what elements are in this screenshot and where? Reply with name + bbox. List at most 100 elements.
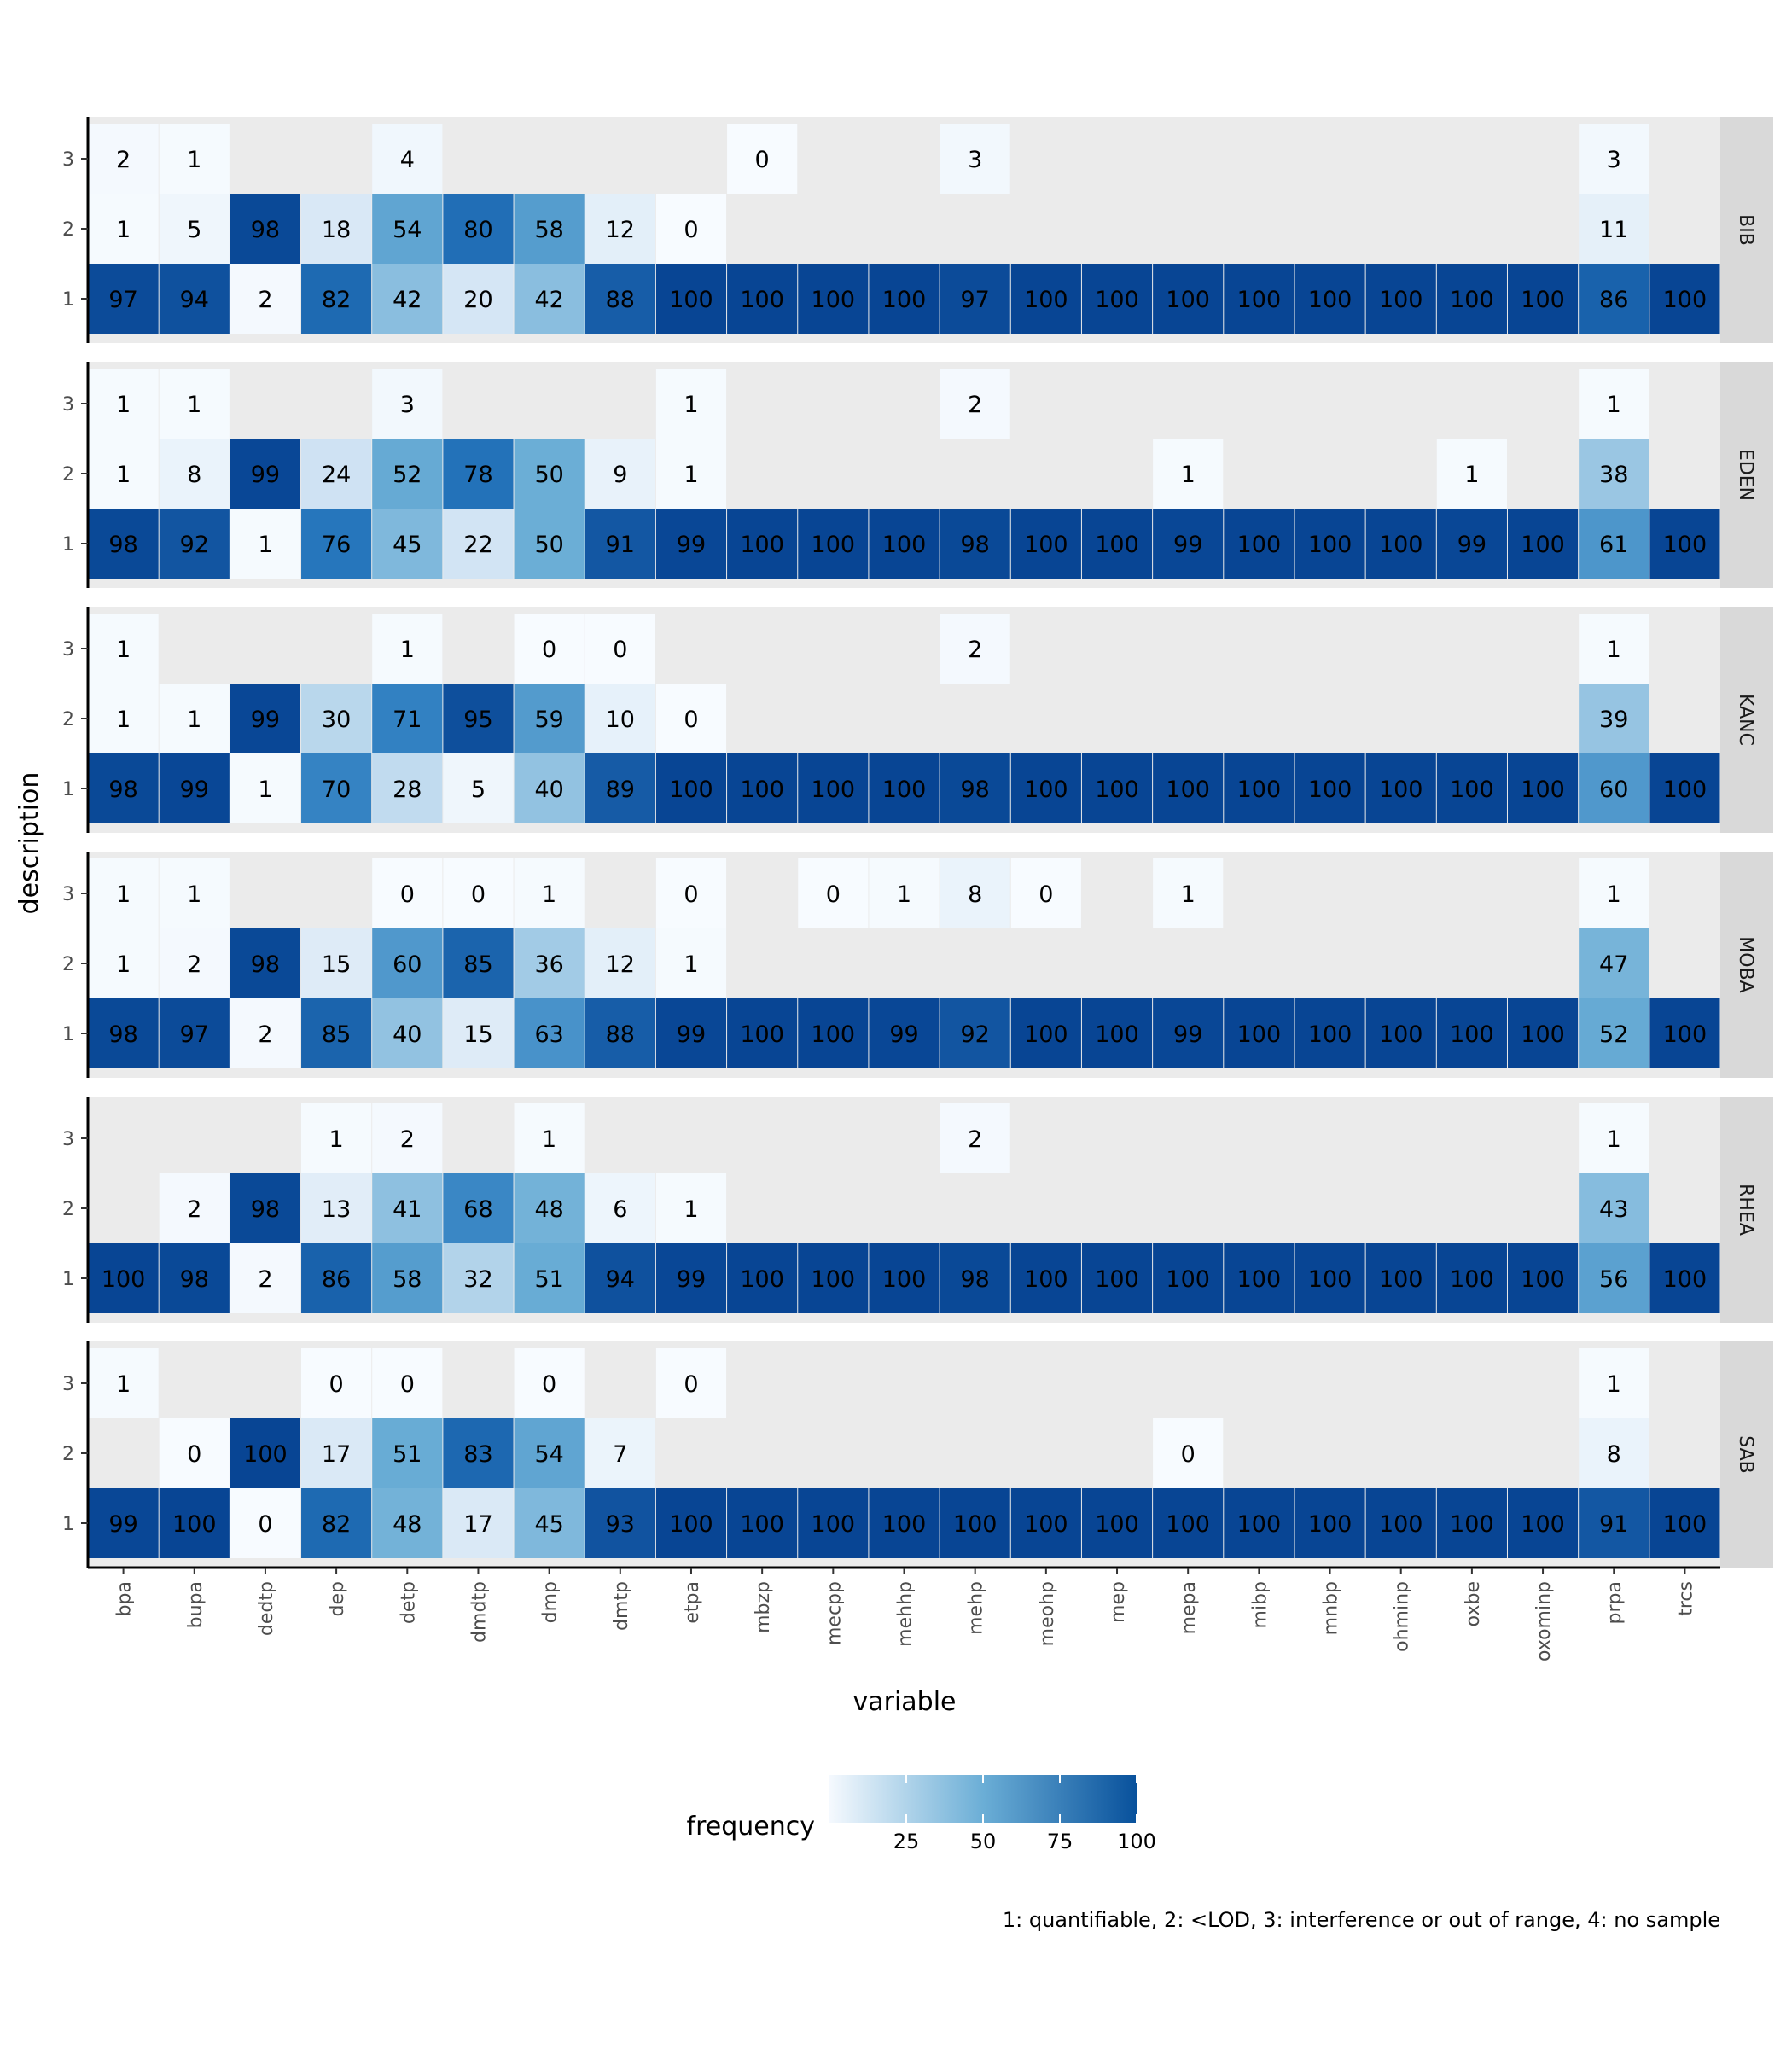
heatmap-cell xyxy=(1579,684,1649,753)
cell-value-label: 51 xyxy=(393,1441,422,1468)
cell-value-label: 5 xyxy=(187,217,201,243)
heatmap-cell xyxy=(301,928,372,998)
heatmap-cell xyxy=(655,753,727,823)
cell-value-label: 99 xyxy=(251,707,280,733)
cell-value-label: 43 xyxy=(1599,1196,1628,1223)
cell-value-label: 98 xyxy=(251,1196,280,1223)
heatmap-cell xyxy=(443,684,514,753)
y-tick-label: 1 xyxy=(62,1269,74,1290)
cell-value-label: 100 xyxy=(1450,1511,1494,1538)
cell-value-label: 100 xyxy=(1024,1021,1068,1048)
heatmap-cell xyxy=(585,1173,655,1243)
cell-value-label: 100 xyxy=(1095,1511,1139,1538)
cell-value-label: 98 xyxy=(960,1266,989,1293)
cell-value-label: 2 xyxy=(258,1266,272,1293)
cell-value-label: 100 xyxy=(882,777,927,803)
facet-label: MOBA xyxy=(1735,936,1756,992)
heatmap-cell xyxy=(1365,1488,1436,1558)
cell-value-label: 100 xyxy=(740,1266,784,1293)
cell-value-label: 97 xyxy=(180,1021,209,1048)
x-axis-title: variable xyxy=(852,1687,956,1717)
heatmap-cell xyxy=(1153,998,1224,1068)
heatmap-cell xyxy=(443,928,514,998)
cell-value-label: 48 xyxy=(534,1196,563,1223)
y-tick-label: 2 xyxy=(62,1444,74,1465)
heatmap-cell xyxy=(1295,998,1365,1068)
cell-value-label: 100 xyxy=(1237,1266,1282,1293)
heatmap-cell xyxy=(514,1173,585,1243)
heatmap-cell xyxy=(159,998,230,1068)
y-tick-label: 1 xyxy=(62,1514,74,1535)
heatmap-cell xyxy=(655,1348,727,1418)
heatmap-cell xyxy=(1153,264,1224,334)
heatmap-cell xyxy=(940,1243,1010,1313)
cell-value-label: 17 xyxy=(322,1441,351,1468)
heatmap-cell xyxy=(1579,369,1649,439)
heatmap-cell xyxy=(1010,509,1081,579)
heatmap-cell xyxy=(301,264,372,334)
cell-value-label: 1 xyxy=(187,147,201,173)
heatmap-cell xyxy=(88,998,159,1068)
heatmap-cell xyxy=(514,753,585,823)
heatmap-cell xyxy=(798,858,869,928)
heatmap-cell xyxy=(1365,753,1436,823)
cell-value-label: 40 xyxy=(393,1021,422,1048)
heatmap-cell xyxy=(940,1488,1010,1558)
heatmap-cell xyxy=(869,998,940,1068)
cell-value-label: 41 xyxy=(393,1196,422,1223)
cell-value-label: 1 xyxy=(187,707,201,733)
heatmap-cell xyxy=(1436,509,1507,579)
heatmap-cell xyxy=(1436,264,1507,334)
cell-value-label: 83 xyxy=(463,1441,492,1468)
heatmap-cell xyxy=(230,1243,301,1313)
x-tick-label: detp xyxy=(398,1581,419,1624)
x-tick-label: meohp xyxy=(1037,1581,1058,1646)
cell-value-label: 63 xyxy=(534,1021,563,1048)
cell-value-label: 0 xyxy=(542,1371,556,1398)
cell-value-label: 98 xyxy=(180,1266,209,1293)
heatmap-cell xyxy=(1436,439,1507,509)
heatmap-cell xyxy=(940,753,1010,823)
heatmap-cell xyxy=(1649,753,1720,823)
cell-value-label: 39 xyxy=(1599,707,1628,733)
cell-value-label: 56 xyxy=(1599,1266,1628,1293)
cell-value-label: 100 xyxy=(1663,1266,1708,1293)
heatmap-cell xyxy=(585,439,655,509)
heatmap-cell xyxy=(1010,1488,1081,1558)
cell-value-label: 99 xyxy=(677,1266,706,1293)
y-tick-label: 3 xyxy=(62,394,74,416)
cell-value-label: 12 xyxy=(606,217,635,243)
x-tick-label: mepa xyxy=(1178,1581,1200,1634)
cell-value-label: 8 xyxy=(968,881,982,908)
y-axis-title: description xyxy=(15,772,44,915)
heatmap-cell xyxy=(1295,1243,1365,1313)
heatmap-cell xyxy=(1081,509,1153,579)
cell-value-label: 2 xyxy=(968,1126,982,1153)
heatmap-cell xyxy=(372,998,443,1068)
heatmap-cell xyxy=(159,1173,230,1243)
cell-value-label: 100 xyxy=(1450,777,1494,803)
heatmap-cell xyxy=(514,1488,585,1558)
heatmap-cell xyxy=(514,998,585,1068)
cell-value-label: 2 xyxy=(187,951,201,978)
facet-label: SAB xyxy=(1735,1435,1756,1474)
heatmap-cell xyxy=(1507,1488,1579,1558)
heatmap-cell xyxy=(514,614,585,684)
cell-value-label: 1 xyxy=(116,217,131,243)
cell-value-label: 100 xyxy=(740,532,784,558)
cell-value-label: 52 xyxy=(1599,1021,1628,1048)
heatmap-cell xyxy=(88,369,159,439)
heatmap-cell xyxy=(585,1418,655,1488)
heatmap-cell xyxy=(514,439,585,509)
heatmap-cell xyxy=(655,858,727,928)
heatmap-cell xyxy=(1579,1348,1649,1418)
cell-value-label: 99 xyxy=(677,532,706,558)
heatmap-cell xyxy=(88,1488,159,1558)
heatmap-cell xyxy=(869,1488,940,1558)
cell-value-label: 1 xyxy=(1181,881,1196,908)
cell-value-label: 1 xyxy=(400,637,415,663)
cell-value-label: 100 xyxy=(1095,287,1139,313)
cell-value-label: 32 xyxy=(463,1266,492,1293)
